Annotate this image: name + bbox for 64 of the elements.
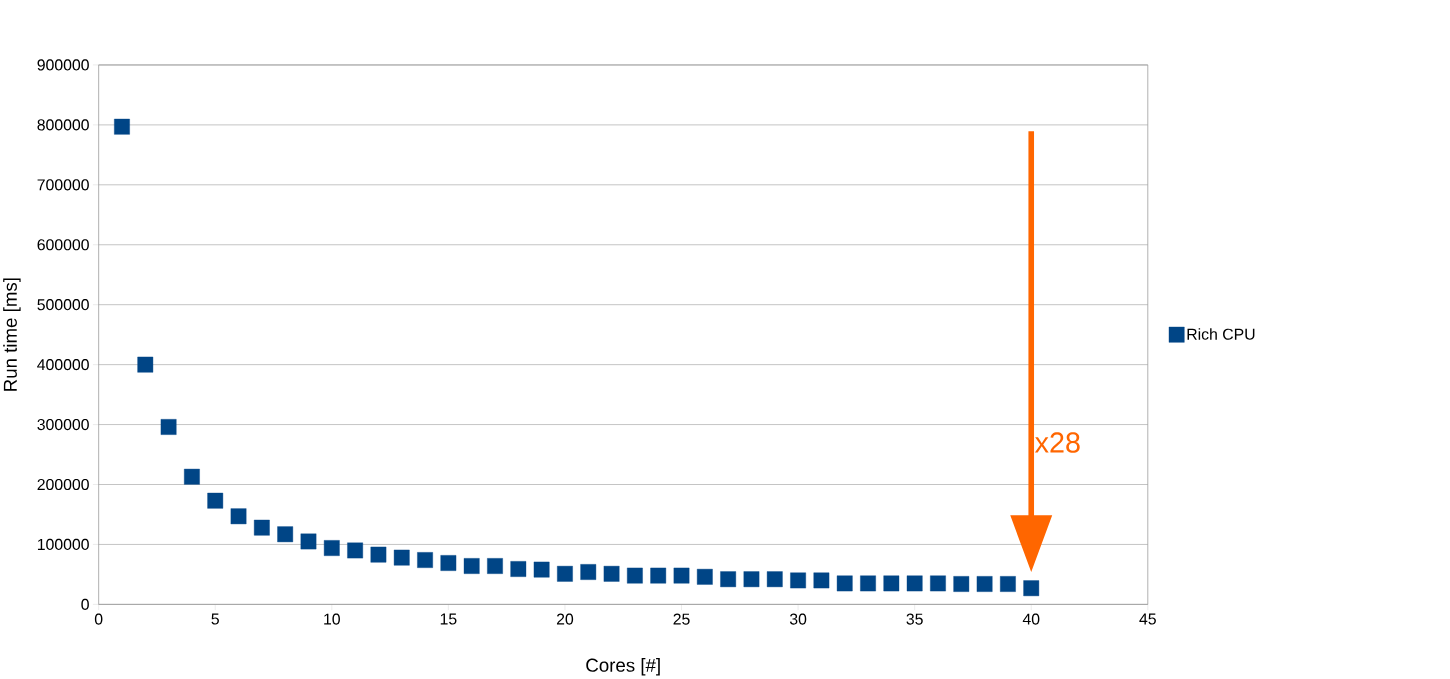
point xyxy=(347,542,363,559)
point xyxy=(766,571,783,588)
point xyxy=(906,575,923,592)
point xyxy=(743,571,760,588)
point xyxy=(673,567,690,584)
x-tick-label: 45 xyxy=(1139,613,1156,625)
point xyxy=(114,118,130,135)
x-tick-label: 10 xyxy=(324,613,340,625)
y-tick-label: 300000 xyxy=(37,419,89,431)
point xyxy=(627,567,643,584)
point xyxy=(650,567,667,584)
point xyxy=(883,575,900,592)
x-tick-label: 0 xyxy=(94,613,103,625)
point xyxy=(557,566,573,582)
point xyxy=(184,469,200,485)
y-tick-label: 100000 xyxy=(37,538,89,551)
point xyxy=(254,519,270,536)
point xyxy=(603,566,620,582)
y-tick-label: 600000 xyxy=(37,239,89,251)
point xyxy=(930,575,946,592)
point xyxy=(393,549,410,566)
y-tick-label: 800000 xyxy=(37,119,89,131)
point xyxy=(1000,576,1016,592)
y-tick-label: 400000 xyxy=(37,359,89,371)
point xyxy=(580,564,597,581)
point xyxy=(277,526,294,543)
point xyxy=(953,576,970,592)
x-tick-label: 25 xyxy=(673,613,690,625)
point xyxy=(836,575,853,592)
legend-label: Rich CPU xyxy=(1187,328,1255,340)
y-tick-label: 0 xyxy=(81,598,89,611)
point xyxy=(207,492,224,509)
x-tick-label: 35 xyxy=(906,613,923,625)
point xyxy=(417,552,433,569)
y-tick-label: 200000 xyxy=(37,479,89,491)
point xyxy=(463,558,480,575)
point xyxy=(533,561,550,578)
y-axis-title: Run time [ms] xyxy=(3,278,21,391)
point xyxy=(510,561,527,578)
point xyxy=(300,533,317,550)
point xyxy=(976,576,993,592)
x-tick-label: 40 xyxy=(1022,613,1040,625)
y-tick-label: 700000 xyxy=(37,179,89,191)
point xyxy=(696,569,713,585)
point xyxy=(860,575,876,592)
x-tick-label: 30 xyxy=(789,613,807,625)
point xyxy=(230,508,247,525)
x-tick-label: 15 xyxy=(440,613,457,625)
point xyxy=(137,356,154,373)
point xyxy=(720,571,736,588)
point xyxy=(370,546,387,563)
y-tick-label: 900000 xyxy=(37,59,89,71)
x-tick-label: 5 xyxy=(211,613,219,625)
point xyxy=(813,572,830,589)
x-tick-label: 20 xyxy=(556,613,574,625)
point xyxy=(323,540,340,557)
annotation: x28 xyxy=(1034,432,1080,453)
point xyxy=(487,558,503,575)
point xyxy=(790,572,806,589)
point xyxy=(1023,580,1040,597)
y-tick-label: 500000 xyxy=(37,299,89,311)
x-axis-title: Cores [#] xyxy=(586,658,660,676)
point xyxy=(440,555,457,572)
point xyxy=(160,419,177,435)
